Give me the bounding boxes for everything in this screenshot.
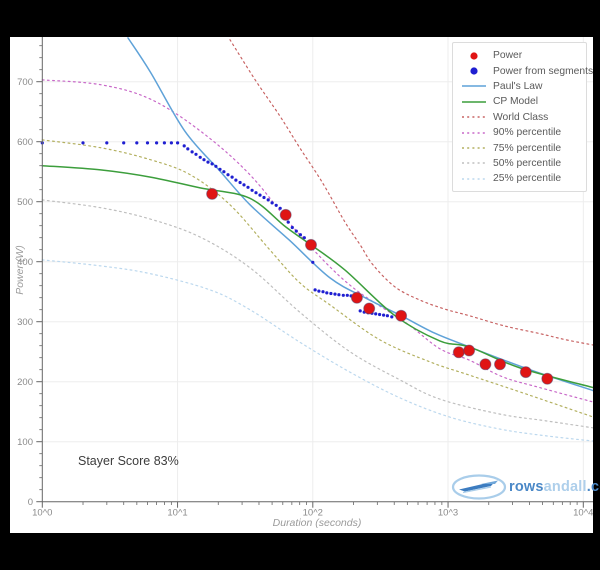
y-tick-label: 300 xyxy=(17,317,33,328)
legend-item-label: World Class xyxy=(493,111,549,123)
legend-dash-marker xyxy=(462,147,486,149)
legend-line-marker xyxy=(462,85,486,88)
legend-dot-marker xyxy=(470,67,478,75)
legend-item-cp-model: CP Model xyxy=(453,94,586,109)
axes: 10^0 10^1 10^2 10^3 10^4 0 100 200 300 400 500 600 7… xyxy=(17,37,593,519)
curve-75-percentile xyxy=(41,139,593,418)
legend-item-90-percentile: 90% percentile xyxy=(453,125,586,140)
stayer-score-annotation: Stayer Score 83% xyxy=(78,454,179,468)
legend-item-power: Power xyxy=(453,48,586,63)
curve-50-percentile xyxy=(41,199,593,429)
y-tick-label: 500 xyxy=(17,197,33,208)
y-tick-label: 0 xyxy=(28,497,33,508)
y-axis-label: Power (W) xyxy=(14,245,26,295)
y-tick-label: 100 xyxy=(17,437,33,448)
legend-item-paul-s-law: Paul's Law xyxy=(453,79,586,94)
series-power xyxy=(206,187,554,385)
legend-item-label: Power xyxy=(493,50,523,62)
legend-item-label: 90% percentile xyxy=(493,127,562,139)
legend-dash-marker xyxy=(462,162,486,165)
legend-item-25-percentile: 25% percentile xyxy=(453,171,586,186)
legend-dash-marker xyxy=(462,116,486,118)
legend-item-75-percentile: 75% percentile xyxy=(453,140,586,155)
curve-25-percentile xyxy=(41,259,593,442)
legend-item-label: Power from segments xyxy=(493,65,594,77)
curve-90-percentile xyxy=(41,79,593,403)
y-tick-label: 400 xyxy=(17,257,33,268)
legend-item-label: 50% percentile xyxy=(493,157,562,169)
legend-item-label: Paul's Law xyxy=(493,80,543,92)
legend-item-label: 75% percentile xyxy=(493,142,562,154)
legend-line-marker xyxy=(462,101,486,103)
legend-item-50-percentile: 50% percentile xyxy=(453,156,586,171)
x-tick-label: 10^1 xyxy=(167,508,187,519)
x-tick-label: 10^2 xyxy=(303,508,323,519)
legend-dash-marker xyxy=(462,178,486,180)
y-tick-label: 600 xyxy=(17,137,33,148)
x-tick-label: 10^3 xyxy=(438,508,458,519)
legend-item-world-class: World Class xyxy=(453,110,586,125)
logo-text-andall: andall xyxy=(543,479,587,495)
x-axis-label: Duration (seconds) xyxy=(272,517,362,529)
legend: Power Power from segments Paul's Law CP Mod… xyxy=(452,42,593,192)
x-tick-label: 10^4 xyxy=(573,508,593,519)
legend-dot-marker xyxy=(470,52,478,60)
legend-dash-marker xyxy=(462,131,486,134)
legend-item-label: 25% percentile xyxy=(493,173,562,185)
power-duration-chart: 10^0 10^1 10^2 10^3 10^4 0 100 200 300 400 500 600 7… xyxy=(17,37,593,519)
x-tick-label: 10^0 xyxy=(32,508,52,519)
chart-panel: 10^0 10^1 10^2 10^3 10^4 0 100 200 300 400 500 600 7… xyxy=(10,37,600,533)
legend-item-label: CP Model xyxy=(493,96,539,108)
rowsandall-boat-icon xyxy=(451,474,507,500)
y-tick-label: 200 xyxy=(17,377,33,388)
curve-world-class xyxy=(229,39,593,346)
logo-text-rows: rows xyxy=(509,479,544,495)
y-tick-label: 700 xyxy=(17,77,33,88)
legend-item-power-from-segments: Power from segments xyxy=(453,63,593,78)
curve-cp-model xyxy=(41,164,593,389)
logo-text-com: .com xyxy=(586,479,600,495)
